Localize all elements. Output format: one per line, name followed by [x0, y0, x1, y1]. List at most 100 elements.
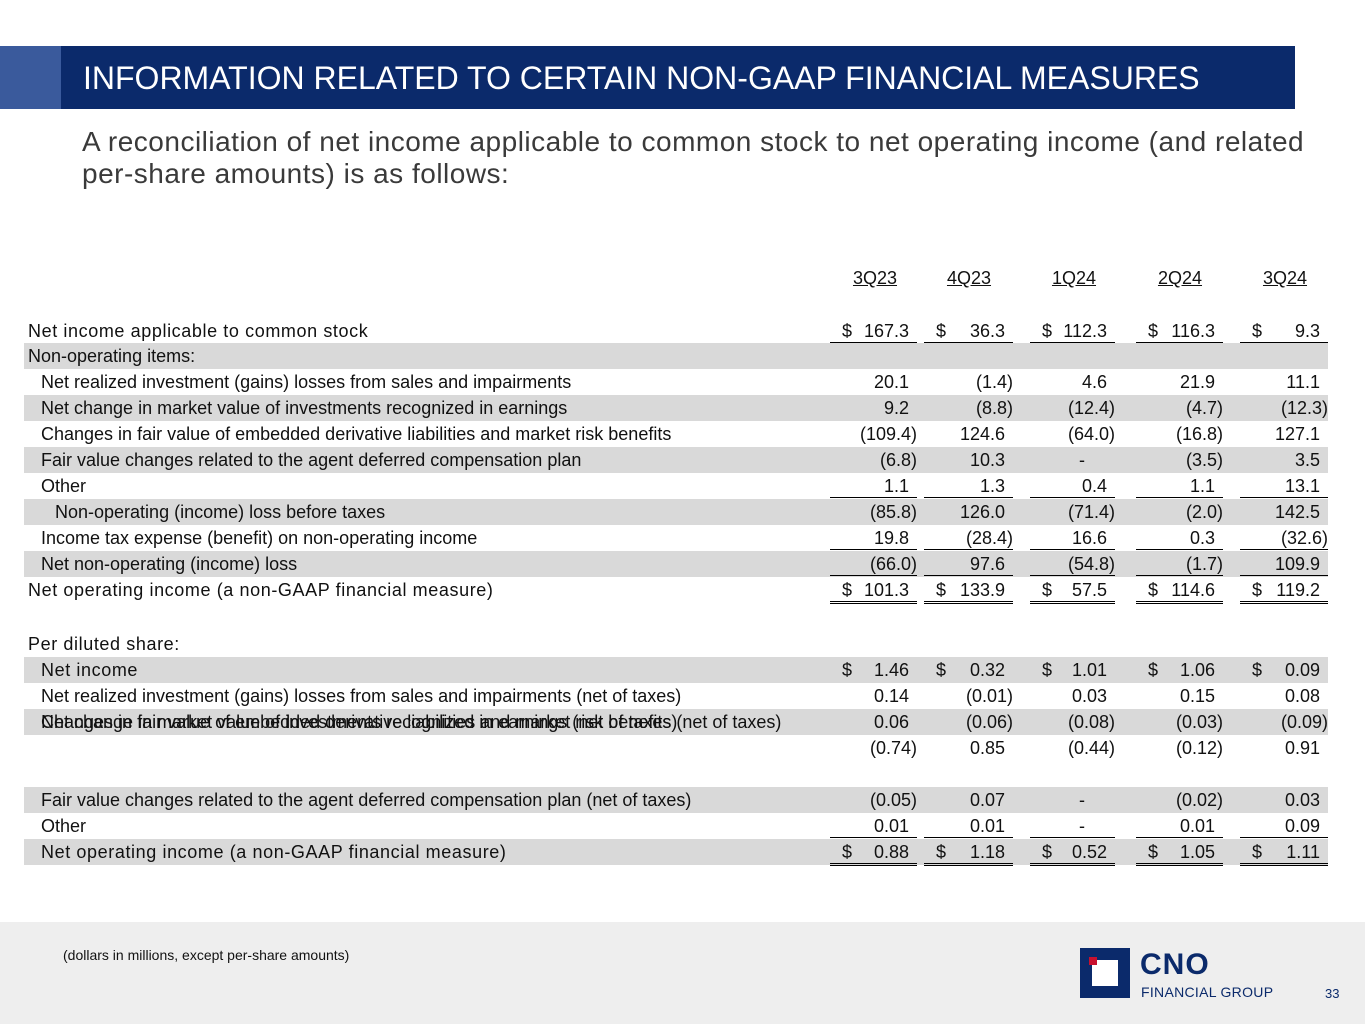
page-number: 33 — [1325, 986, 1340, 1001]
value-cell: 1.1 — [1136, 476, 1223, 498]
value-cell: 0.09 — [1240, 816, 1328, 838]
cell-value: 0.01 — [873, 816, 909, 836]
table-row: Net non-operating (income) loss (66.0) 97.… — [24, 551, 1328, 577]
value-cell: 0.06 — [830, 712, 917, 732]
dollar-sign: $ — [1042, 321, 1053, 341]
quarter-header: 3Q24 — [1262, 268, 1308, 288]
value-cell: 0.03 — [1030, 686, 1115, 706]
value-cell: $1.18 — [924, 842, 1013, 866]
value-cell: $133.9 — [924, 580, 1013, 604]
value-cell: $101.3 — [830, 580, 917, 604]
value-cell: - — [1030, 450, 1115, 470]
row-label: Net income applicable to common stock — [28, 321, 369, 341]
cell-value: 9.3 — [1294, 321, 1320, 341]
cell-value: 0.32 — [969, 660, 1005, 680]
cell-value: 0.06 — [873, 712, 909, 732]
value-cell: (66.0) — [830, 554, 917, 576]
value-cell: 0.01 — [924, 816, 1013, 838]
cell-value: (109.4) — [859, 424, 917, 444]
cell-value: 0.01 — [1179, 816, 1215, 836]
value-cell: 21.9 — [1136, 372, 1223, 392]
value-cell: (64.0) — [1030, 424, 1115, 444]
cell-value: 0.01 — [969, 816, 1005, 836]
value-cell: 10.3 — [924, 450, 1013, 470]
row-label: Changes in fair value of embedded deriva… — [41, 712, 782, 732]
value-cell: (0.03) — [1136, 712, 1223, 732]
cell-value: (32.6) — [1280, 528, 1328, 548]
value-cell: $119.2 — [1240, 580, 1328, 604]
cell-value: (12.3) — [1280, 398, 1328, 418]
value-cell: $0.09 — [1240, 660, 1328, 680]
value-cell: 0.85 — [924, 738, 1013, 758]
dollar-sign: $ — [842, 842, 853, 862]
value-cell: (109.4) — [830, 424, 917, 444]
table-row: Other 0.01 0.01 - 0.01 0.09 — [24, 813, 1328, 839]
cell-value: 142.5 — [1274, 502, 1320, 522]
value-cell: (0.12) — [1136, 738, 1223, 758]
cell-value: 13.1 — [1284, 476, 1320, 496]
value-cell: (85.8) — [830, 502, 917, 522]
value-cell: (1.7) — [1136, 554, 1223, 576]
dollar-sign: $ — [1042, 580, 1053, 600]
cell-value: - — [1079, 450, 1085, 470]
cell-value: - — [1079, 790, 1085, 810]
value-cell: (16.8) — [1136, 424, 1223, 444]
cell-value: (0.08) — [1067, 712, 1115, 732]
value-cell: 9.2 — [830, 398, 917, 418]
value-cell: (6.8) — [830, 450, 917, 470]
value-cell: 126.0 — [924, 502, 1013, 522]
cell-value: 119.2 — [1276, 580, 1320, 600]
dollar-sign: $ — [936, 660, 947, 680]
cell-value: (8.8) — [975, 398, 1013, 418]
dollar-sign: $ — [936, 580, 947, 600]
cell-value: (1.7) — [1185, 554, 1223, 574]
cell-value: (0.03) — [1175, 712, 1223, 732]
footer: (dollars in millions, except per-share a… — [0, 922, 1365, 1024]
table-row: Net operating income (a non-GAAP financi… — [24, 839, 1328, 866]
dollar-sign: $ — [1252, 321, 1263, 341]
cell-value: 1.1 — [883, 476, 909, 496]
value-cell: 16.6 — [1030, 528, 1115, 550]
cell-value: 116.3 — [1171, 321, 1215, 341]
cell-value: 0.85 — [969, 738, 1005, 758]
value-cell: (28.4) — [924, 528, 1013, 550]
row-label: Non-operating (income) loss before taxes — [55, 502, 386, 522]
table-row: Net change in market value of investment… — [24, 709, 1328, 735]
value-cell: 0.15 — [1136, 686, 1223, 706]
row-label: Net operating income (a non-GAAP financi… — [28, 580, 494, 600]
value-cell — [1136, 634, 1223, 654]
cell-value: (71.4) — [1067, 502, 1115, 522]
value-cell: (0.05) — [830, 790, 917, 810]
cell-value: 0.14 — [873, 686, 909, 706]
row-label: Net non-operating (income) loss — [41, 554, 298, 574]
table-row: Net realized investment (gains) losses f… — [24, 369, 1328, 395]
page-title: INFORMATION RELATED TO CERTAIN NON-GAAP … — [83, 60, 1200, 96]
cell-value: 0.88 — [873, 842, 909, 862]
value-cell — [1030, 346, 1115, 366]
value-cell: 109.9 — [1240, 554, 1328, 576]
value-cell: (71.4) — [1030, 502, 1115, 522]
title-banner: INFORMATION RELATED TO CERTAIN NON-GAAP … — [61, 46, 1295, 109]
cell-value: 19.8 — [873, 528, 909, 548]
table-row: Net income applicable to common stock $16… — [24, 318, 1328, 344]
value-cell: 0.3 — [1136, 528, 1223, 550]
cell-value: 0.91 — [1284, 738, 1320, 758]
cell-value: (4.7) — [1185, 398, 1223, 418]
value-cell: 142.5 — [1240, 502, 1328, 522]
cell-value: 109.9 — [1274, 554, 1320, 574]
dollar-sign: $ — [1252, 660, 1263, 680]
value-cell: $36.3 — [924, 321, 1013, 343]
quarter-header: 1Q24 — [1051, 268, 1097, 288]
cell-value: - — [1079, 816, 1085, 836]
cell-value: 21.9 — [1179, 372, 1215, 392]
row-label: Net realized investment (gains) losses f… — [41, 686, 682, 706]
cell-value: 0.07 — [969, 790, 1005, 810]
dollar-sign: $ — [1252, 580, 1263, 600]
cell-value: 16.6 — [1071, 528, 1107, 548]
table-row: Non-operating (income) loss before taxes… — [24, 499, 1328, 525]
table-row: Income tax expense (benefit) on non-oper… — [24, 525, 1328, 551]
cell-value: 0.03 — [1071, 686, 1107, 706]
value-cell: (0.02) — [1136, 790, 1223, 810]
cell-value: 9.2 — [883, 398, 909, 418]
cell-value: 10.3 — [969, 450, 1005, 470]
